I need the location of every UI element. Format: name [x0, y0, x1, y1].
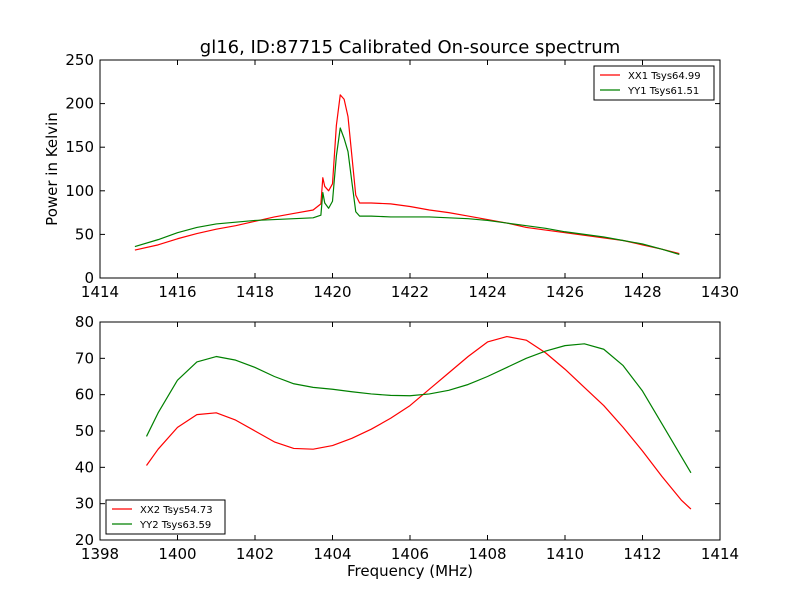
x-tick-label: 1422 [391, 283, 429, 301]
x-tick-label: 1412 [623, 545, 661, 563]
legend: XX1 Tsys64.99 YY1 Tsys61.51 [593, 65, 715, 101]
x-axis-label: Frequency (MHz) [347, 562, 473, 580]
x-tick-label: 1402 [236, 545, 274, 563]
y-tick-label: 200 [65, 95, 94, 113]
y-tick-label: 80 [75, 313, 94, 331]
top-chart-panel: 1414 1416 1418 1420 1422 1424 1426 1428 1430 0 50 1… [43, 51, 739, 301]
legend: XX2 Tsys54.73 YY2 Tsys63.59 [105, 499, 226, 535]
x-tick-label: 1428 [623, 283, 661, 301]
legend-box [593, 65, 715, 101]
y-tick-label: 70 [75, 349, 94, 367]
y-tick-label: 50 [75, 225, 94, 243]
y-tick-label: 40 [75, 458, 94, 476]
y-tick-label: 0 [84, 269, 94, 287]
x-tick-label: 1398 [81, 545, 119, 563]
x-tick-label: 1430 [701, 283, 739, 301]
x-tick-label: 1420 [313, 283, 351, 301]
y-tick-label: 60 [75, 386, 94, 404]
y-tick-label: 100 [65, 182, 94, 200]
legend-box [105, 499, 226, 535]
y-axis-label: Power in Kelvin [43, 112, 61, 226]
legend-entry: YY1 Tsys61.51 [627, 86, 699, 97]
x-tick-label: 1426 [546, 283, 584, 301]
y-tick-label: 250 [65, 51, 94, 69]
y-tick-label: 150 [65, 138, 94, 156]
x-tick-label: 1418 [236, 283, 274, 301]
series-line-2 [134, 127, 680, 256]
x-tick-label: 1410 [546, 545, 584, 563]
x-tick-label: 1406 [391, 545, 429, 563]
legend-entry: XX1 Tsys64.99 [628, 71, 701, 82]
x-tick-label: 1408 [468, 545, 506, 563]
y-tick-label: 50 [75, 422, 94, 440]
chart-title: gl16, ID:87715 Calibrated On-source spec… [200, 37, 620, 58]
series-line-1 [146, 335, 692, 510]
y-tick-label: 30 [75, 495, 94, 513]
x-tick-label: 1416 [158, 283, 196, 301]
x-tick-label: 1424 [468, 283, 506, 301]
legend-entry: XX2 Tsys54.73 [140, 505, 213, 516]
x-tick-label: 1414 [81, 283, 119, 301]
x-tick-label: 1400 [158, 545, 196, 563]
legend-entry: YY2 Tsys63.59 [139, 520, 211, 531]
y-tick-label: 20 [75, 531, 94, 549]
bottom-chart-panel: 1398 1400 1402 1404 1406 1408 1410 1412 1414 20 30… [75, 313, 739, 580]
series-line-2 [145, 343, 692, 474]
x-tick-label: 1404 [313, 545, 351, 563]
x-tick-label: 1414 [701, 545, 739, 563]
